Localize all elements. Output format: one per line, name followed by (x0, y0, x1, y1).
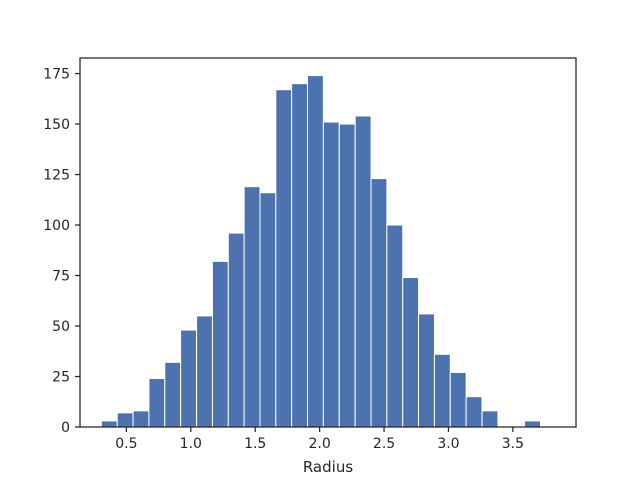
x-tick-label: 2.5 (373, 436, 395, 452)
histogram-bar (243, 186, 261, 428)
histogram-bar (196, 315, 213, 428)
histogram-bar (275, 89, 293, 428)
y-tick-label: 150 (43, 117, 70, 133)
histogram-bar (148, 378, 166, 428)
y-tick-label: 25 (52, 370, 70, 386)
histogram-bar (227, 232, 245, 428)
x-tick-label: 1.0 (180, 436, 202, 452)
y-tick-label: 0 (61, 420, 70, 436)
x-axis-ticks: 0.5 1.0 1.5 2.0 2.5 3.0 3.5 (115, 427, 524, 452)
y-tick-label: 175 (43, 67, 70, 83)
histogram-bar (307, 75, 324, 428)
histogram-bar (354, 115, 372, 428)
x-tick-label: 3.0 (437, 436, 459, 452)
histogram-bar (386, 224, 404, 428)
x-tick-label: 0.5 (115, 436, 137, 452)
histogram-bar (370, 178, 388, 428)
histogram-bar (524, 420, 541, 428)
x-tick-label: 3.5 (502, 436, 524, 452)
histogram-bar (100, 420, 118, 428)
histogram-bar (322, 121, 340, 428)
histogram-bar (402, 277, 420, 428)
y-tick-label: 75 (52, 269, 70, 285)
histogram-bar (449, 371, 467, 428)
plot-frame (79, 57, 577, 428)
histogram-bar (418, 313, 435, 428)
histogram-bar (291, 83, 309, 428)
histogram-bar (132, 410, 150, 428)
histogram-bar (164, 361, 182, 428)
y-tick-label: 100 (43, 218, 70, 234)
histogram-bar (465, 396, 483, 428)
histogram-bar (211, 260, 229, 428)
histogram-bar (116, 412, 134, 428)
y-tick-label: 50 (52, 319, 70, 335)
bars-group (100, 75, 541, 428)
histogram-bar (338, 123, 356, 428)
x-tick-label: 1.5 (244, 436, 266, 452)
y-axis-ticks: 0 25 50 75 100 125 150 175 (43, 67, 80, 436)
x-axis-title: Radius (303, 458, 353, 476)
x-tick-label: 2.0 (308, 436, 330, 452)
histogram-bar (259, 192, 277, 428)
histogram-bar (481, 410, 499, 428)
histogram-bar (433, 353, 451, 428)
histogram-bar (180, 329, 197, 428)
y-tick-label: 125 (43, 168, 70, 184)
